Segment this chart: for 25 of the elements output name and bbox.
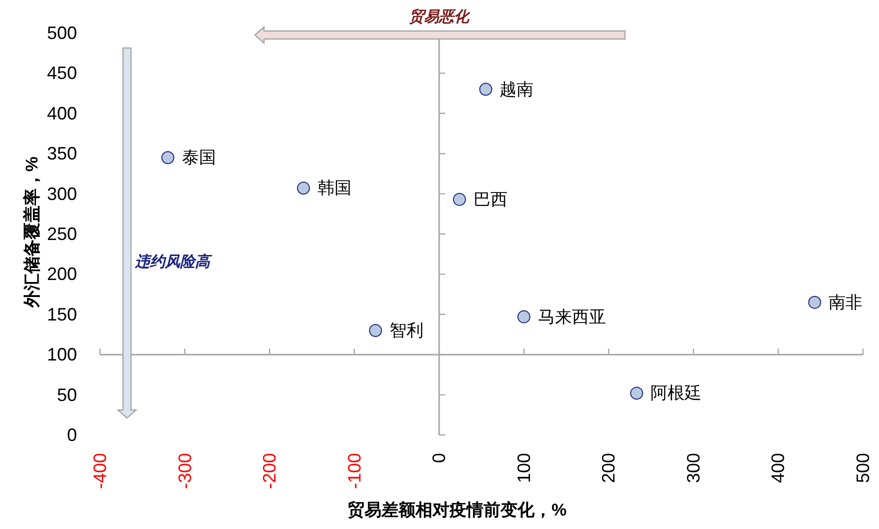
x-tick-label: 400 xyxy=(768,453,788,484)
y-tick-label: 350 xyxy=(46,144,77,164)
x-axis-title: 贸易差额相对疫情前变化，% xyxy=(347,500,567,520)
x-tick-label: 200 xyxy=(598,453,619,484)
y-tick-label: 0 xyxy=(66,425,77,445)
x-tick-label: 0 xyxy=(429,453,450,464)
y-tick-label: 100 xyxy=(46,344,77,365)
y-tick-label: 250 xyxy=(46,224,77,244)
x-tick-label: -400 xyxy=(90,453,110,490)
y-tick-label: 50 xyxy=(56,384,77,405)
x-tick-label: 100 xyxy=(514,453,534,484)
y-tick-label: 150 xyxy=(46,304,77,324)
x-tick-label: -100 xyxy=(344,453,364,490)
annotation: 违约风险高 xyxy=(134,252,213,270)
x-tick-label: 500 xyxy=(853,453,873,484)
y-tick-label: 450 xyxy=(46,63,77,84)
y-tick-label: 200 xyxy=(46,264,77,284)
x-tick-label: -200 xyxy=(260,453,280,490)
y-tick-label: 400 xyxy=(46,103,77,124)
x-tick-label: -300 xyxy=(174,453,195,490)
y-tick-label: 500 xyxy=(46,23,77,43)
y-tick-label: 300 xyxy=(46,184,77,204)
y-axis-title: 外汇储备覆盖率，% xyxy=(22,156,42,309)
x-tick-label: 300 xyxy=(683,453,704,484)
text: 贸易恶化 xyxy=(409,8,471,26)
